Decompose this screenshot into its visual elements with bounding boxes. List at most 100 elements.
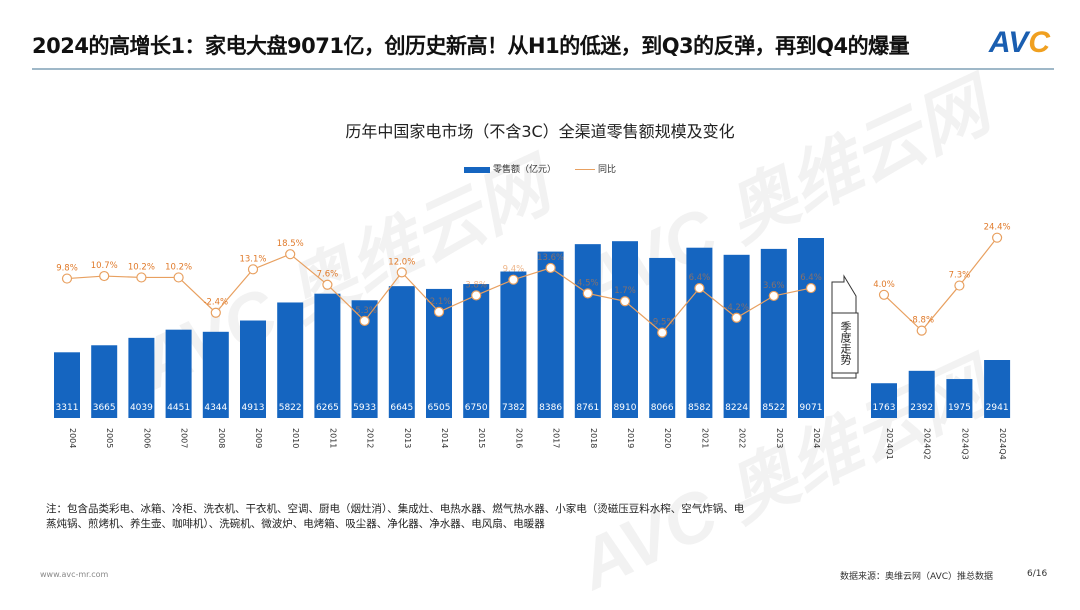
growth-label: 6.4% xyxy=(689,273,711,283)
growth-label: -4.2% xyxy=(724,303,749,313)
bar-value-label: 6505 xyxy=(428,403,451,413)
footer-url: www.avc-mr.com xyxy=(40,570,109,579)
x-tick-label: 2024 xyxy=(812,428,821,448)
growth-point xyxy=(768,290,779,302)
bar-value-label: 4451 xyxy=(167,403,190,413)
x-tick-label: 2006 xyxy=(142,428,151,448)
growth-point xyxy=(322,279,333,290)
growth-label: 4.0% xyxy=(873,280,895,290)
growth-point xyxy=(285,249,296,260)
x-tick-label: 2024Q3 xyxy=(960,428,969,460)
legend-line-label: 同比 xyxy=(597,165,616,175)
bar xyxy=(91,345,118,418)
x-tick-label: 2024Q2 xyxy=(923,428,932,460)
page-number: 6/16 xyxy=(1027,569,1048,579)
bar-value-label: 8386 xyxy=(539,403,562,413)
growth-point xyxy=(545,262,556,274)
growth-label: 18.5% xyxy=(277,239,304,249)
x-tick-label: 2024Q4 xyxy=(998,428,1007,460)
growth-point xyxy=(916,325,927,336)
growth-point xyxy=(61,273,73,284)
bar xyxy=(165,329,192,418)
growth-label: 7.6% xyxy=(317,270,339,280)
chart-title: 历年中国家电市场（不含3C）全渠道零售额规模及变化 xyxy=(345,122,735,141)
legend-bar-swatch xyxy=(464,166,491,173)
growth-label: -5.3% xyxy=(352,306,377,316)
bar xyxy=(686,247,713,418)
bar xyxy=(277,302,304,418)
growth-point xyxy=(247,264,259,275)
quarter-label-box xyxy=(831,312,859,374)
growth-label: 9.8% xyxy=(56,264,78,274)
growth-label: 13.1% xyxy=(239,254,266,264)
x-tick-label: 2009 xyxy=(254,428,263,448)
growth-point xyxy=(136,272,147,283)
growth-label: 10.2% xyxy=(165,262,192,272)
growth-point xyxy=(396,267,407,278)
growth-point xyxy=(471,290,482,301)
growth-label: -9.5% xyxy=(650,318,675,328)
bar xyxy=(314,293,341,418)
x-tick-label: 2020 xyxy=(663,428,672,448)
bar-value-label: 7382 xyxy=(502,403,525,413)
growth-label: 3.8% xyxy=(465,280,487,290)
bar-value-label: 8582 xyxy=(688,403,711,413)
bar xyxy=(202,331,229,418)
growth-point xyxy=(433,306,445,317)
bar-value-label: 4344 xyxy=(204,403,227,413)
growth-label: -8.8% xyxy=(909,316,934,326)
growth-point xyxy=(731,312,742,323)
bar-value-label: 2941 xyxy=(986,403,1009,413)
bar-value-label: 8910 xyxy=(614,403,637,413)
growth-label: -2.4% xyxy=(203,298,228,308)
growth-label: 6.4% xyxy=(800,273,822,283)
bar xyxy=(908,370,935,418)
legend-bar-label: 零售额（亿元） xyxy=(493,165,557,175)
bar-value-label: 6645 xyxy=(390,403,413,413)
growth-point xyxy=(173,272,184,283)
x-tick-label: 2018 xyxy=(589,428,598,448)
bar xyxy=(463,284,490,418)
bar xyxy=(388,286,415,418)
growth-point xyxy=(878,289,890,300)
bar xyxy=(612,241,638,418)
x-tick-label: 2010 xyxy=(291,428,300,448)
x-tick-label: 2021 xyxy=(700,428,709,448)
growth-point xyxy=(582,288,593,299)
growth-label: 1.7% xyxy=(614,286,636,296)
bar-value-label: 3311 xyxy=(56,403,79,413)
growth-point xyxy=(359,315,370,326)
bar-value-label: 4039 xyxy=(130,403,153,413)
bar-value-label: 8224 xyxy=(725,403,748,413)
growth-point xyxy=(694,282,705,294)
bar-value-label: 4913 xyxy=(242,403,265,413)
bar xyxy=(537,251,564,418)
x-tick-label: 2016 xyxy=(514,428,523,448)
bar xyxy=(723,254,750,418)
footnote: 注：包含品类彩电、冰箱、冷柜、洗衣机、干衣机、空调、厨电（烟灶消）、集成灶、电热… xyxy=(46,503,745,530)
growth-label: 4.5% xyxy=(577,278,599,288)
growth-label: 24.4% xyxy=(984,223,1011,233)
legend-line-swatch xyxy=(574,169,595,170)
growth-label: 10.2% xyxy=(128,262,155,272)
x-tick-label: 2022 xyxy=(738,428,747,448)
bar xyxy=(649,257,676,418)
growth-point xyxy=(991,232,1003,243)
growth-point xyxy=(954,280,965,291)
bar xyxy=(984,360,1011,418)
growth-point xyxy=(508,274,519,285)
bar xyxy=(500,271,527,418)
x-tick-label: 2011 xyxy=(328,428,337,448)
bar-value-label: 5822 xyxy=(279,403,302,413)
x-tick-label: 2007 xyxy=(180,428,189,448)
growth-label: 7.3% xyxy=(949,271,971,281)
growth-label: 13.6% xyxy=(537,253,564,263)
data-source: 数据来源：奥维云网（AVC）推总数据 xyxy=(840,572,994,582)
bar xyxy=(946,379,973,418)
growth-point xyxy=(619,296,631,307)
chart-legend: 零售额（亿元） 同比 xyxy=(0,162,1080,175)
growth-label: 3.6% xyxy=(763,281,785,291)
x-tick-label: 2015 xyxy=(477,428,486,448)
bar xyxy=(760,248,787,418)
